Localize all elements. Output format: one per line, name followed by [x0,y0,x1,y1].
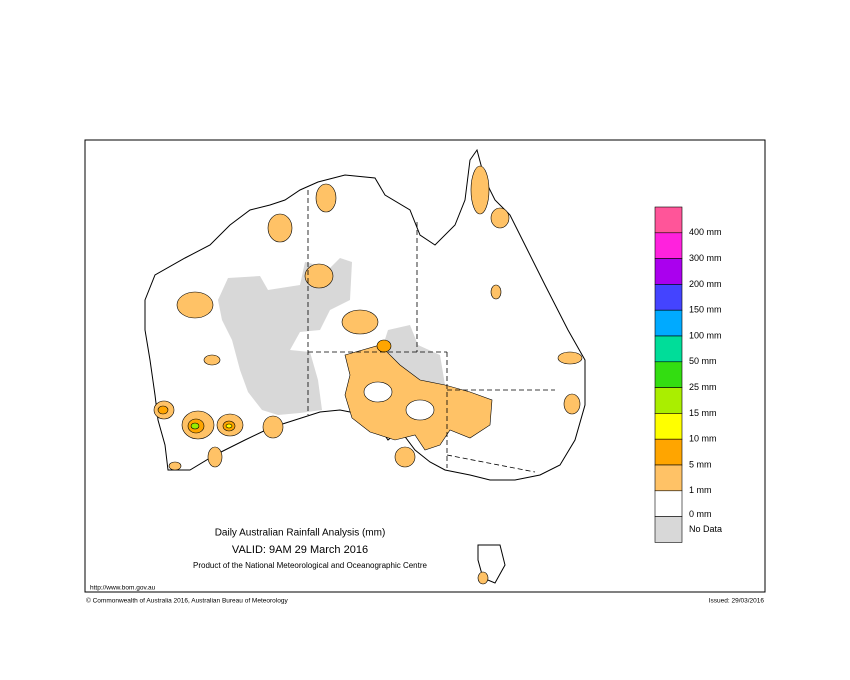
rain-1mm [262,415,284,439]
rain-10mm [225,423,233,429]
rain-1mm [207,446,223,468]
valid-time: VALID: 9AM 29 March 2016 [232,544,368,556]
no-data-region [380,325,445,392]
rain-1mm [490,207,510,229]
legend-label: No Data [689,524,722,534]
rain-0mm [405,399,435,421]
legend-swatch [654,387,683,414]
legend-swatch [654,464,683,492]
rain-15mm [190,422,200,430]
rain-0mm [363,381,393,403]
product-note: Product of the National Meteorological a… [193,561,427,570]
legend-swatch [654,232,683,259]
australia-map [144,148,586,585]
rain-1mm [394,446,416,468]
rain-1mm [304,263,334,289]
rain-1mm [203,354,221,366]
legend-swatch [654,258,683,285]
rain-1mm [168,461,182,471]
rain-1mm [563,393,581,415]
legend-label: 100 mm [689,330,722,340]
map-title: Daily Australian Rainfall Analysis (mm) [215,528,386,539]
copyright: © Commonwealth of Australia 2016, Austra… [86,597,288,605]
legend-swatch [654,413,683,440]
legend-label: 150 mm [689,305,722,315]
rain-1mm [315,183,337,213]
rain-1mm [267,213,293,243]
legend-swatch [654,490,683,517]
no-data-region [218,258,352,415]
legend-label: 5 mm [689,459,712,469]
rain-1mm [344,344,493,451]
legend-swatch [654,516,683,543]
rain-1mm [470,165,490,215]
legend-label: 15 mm [689,408,717,418]
legend: 400 mm 300 mm 200 mm 150 mm 100 mm 50 mm 25 mm… [654,206,722,543]
rain-1mm [557,351,583,365]
legend-swatch [654,361,683,388]
state-border [446,454,536,473]
rain-5mm [376,339,392,353]
legend-label: 10 mm [689,434,717,444]
legend-swatch [654,206,683,234]
legend-swatch [654,335,683,363]
rain-1mm [477,571,489,585]
url: http://www.bom.gov.au [90,585,156,592]
legend-label: 50 mm [689,356,717,366]
legend-label: 1 mm [689,485,712,495]
rain-1mm [176,291,214,319]
legend-label: 200 mm [689,279,722,289]
legend-swatch [654,284,683,311]
legend-label: 25 mm [689,382,717,392]
rain-1mm [490,284,502,300]
legend-swatch [654,309,683,337]
legend-label: 400 mm [689,227,722,237]
rain-5mm [157,405,169,415]
rain-1mm [341,309,379,335]
issued-date: Issued: 29/03/2016 [709,598,765,605]
legend-label: 300 mm [689,253,722,263]
legend-swatch [654,438,683,466]
legend-label: 0 mm [689,509,712,519]
